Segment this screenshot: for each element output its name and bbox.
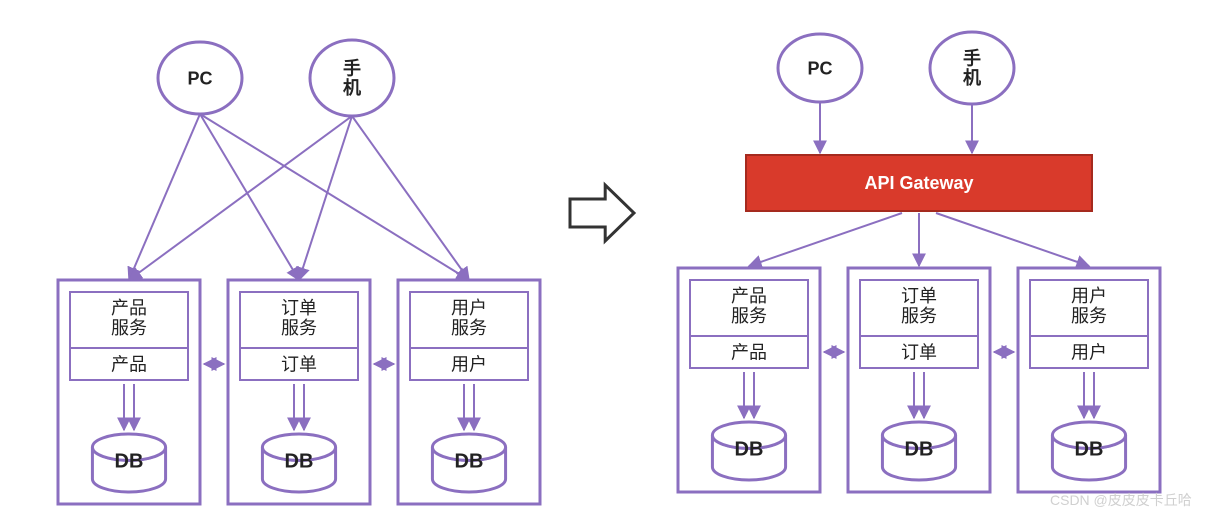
svg-text:用户服务: 用户服务 xyxy=(1071,286,1107,326)
svg-text:订单: 订单 xyxy=(901,342,937,362)
svg-text:API Gateway: API Gateway xyxy=(864,173,973,193)
transition-arrow xyxy=(570,185,634,241)
svg-text:产品服务: 产品服务 xyxy=(731,286,767,326)
svg-text:DB: DB xyxy=(735,439,764,461)
svg-text:订单服务: 订单服务 xyxy=(901,286,937,326)
svg-text:DB: DB xyxy=(455,451,484,473)
svg-text:PC: PC xyxy=(187,68,212,88)
svg-text:产品: 产品 xyxy=(731,342,767,362)
svg-text:PC: PC xyxy=(807,58,832,78)
svg-text:手机: 手机 xyxy=(343,57,361,98)
svg-text:手机: 手机 xyxy=(963,47,981,88)
svg-text:DB: DB xyxy=(1075,439,1104,461)
svg-text:用户服务: 用户服务 xyxy=(451,298,487,338)
svg-text:DB: DB xyxy=(115,451,144,473)
svg-text:用户: 用户 xyxy=(1071,342,1107,362)
svg-text:产品: 产品 xyxy=(111,354,147,374)
svg-text:订单服务: 订单服务 xyxy=(281,298,317,338)
svg-text:DB: DB xyxy=(905,439,934,461)
svg-text:用户: 用户 xyxy=(451,354,487,374)
architecture-diagram: PC 手机产品服务产品 DB 订单服务订单 DB 用户服务用户 DB PC 手机 API Gate… xyxy=(0,0,1226,518)
svg-text:产品服务: 产品服务 xyxy=(111,298,147,338)
svg-text:DB: DB xyxy=(285,451,314,473)
svg-text:订单: 订单 xyxy=(281,354,317,374)
